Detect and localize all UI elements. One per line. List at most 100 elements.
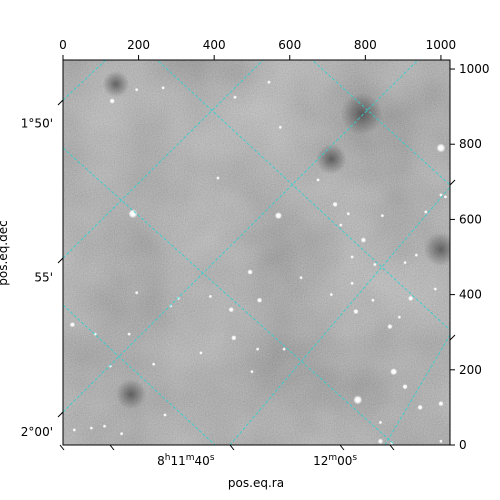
ra-axis: 8h11m40s 12m00s xyxy=(59,444,395,468)
x-axis-title: pos.eq.ra xyxy=(228,476,284,490)
star xyxy=(134,290,139,295)
dec-tick xyxy=(57,411,64,418)
star xyxy=(371,298,375,303)
dark-patch xyxy=(115,379,147,410)
star xyxy=(233,95,237,100)
star xyxy=(119,431,124,436)
star xyxy=(247,269,253,275)
star xyxy=(282,347,286,351)
ra-tick-label: 8h11m40s xyxy=(157,453,215,468)
star xyxy=(402,384,408,390)
plot-frame xyxy=(62,59,451,446)
top-tick-label: 200 xyxy=(127,38,150,52)
stars xyxy=(69,80,448,445)
right-tick-label: 1000 xyxy=(459,62,490,76)
grid-line xyxy=(63,60,264,259)
star xyxy=(208,294,213,299)
grid-line xyxy=(63,147,396,445)
sky-image xyxy=(63,60,450,445)
star xyxy=(439,439,443,444)
star xyxy=(228,306,234,313)
star xyxy=(231,335,237,341)
star xyxy=(397,315,402,319)
star xyxy=(72,428,77,432)
star xyxy=(353,308,359,315)
grid-line xyxy=(63,60,419,413)
grid-line xyxy=(63,304,216,445)
star xyxy=(353,395,363,405)
right-pixel-axis: 0 200 400 600 800 1000 xyxy=(449,62,490,452)
star xyxy=(338,223,343,227)
dec-tick xyxy=(57,257,64,264)
top-tick-label: 400 xyxy=(203,38,226,52)
star xyxy=(414,253,419,257)
right-world-tick xyxy=(449,179,456,186)
star xyxy=(390,368,398,376)
star xyxy=(108,364,113,368)
star xyxy=(346,211,351,216)
star xyxy=(128,209,138,219)
star xyxy=(256,297,263,303)
star xyxy=(403,260,407,265)
star xyxy=(387,323,393,330)
grid-line xyxy=(156,60,450,331)
ra-tick xyxy=(339,444,345,451)
star xyxy=(380,213,385,218)
star xyxy=(433,287,438,291)
ra-tick xyxy=(229,444,235,451)
star xyxy=(332,201,338,208)
star xyxy=(350,255,354,259)
star xyxy=(360,237,367,243)
star xyxy=(255,347,260,351)
top-tick-label: 600 xyxy=(278,38,301,52)
right-tick-label: 0 xyxy=(459,438,467,452)
star xyxy=(378,420,383,425)
star xyxy=(274,212,283,220)
right-tick-label: 400 xyxy=(459,288,482,302)
grid-line xyxy=(63,60,107,101)
star xyxy=(436,143,446,153)
star xyxy=(372,262,377,267)
star xyxy=(316,178,320,182)
star xyxy=(89,426,94,430)
dark-patches xyxy=(102,70,450,410)
star xyxy=(438,400,444,407)
star xyxy=(299,275,303,280)
grid-line xyxy=(229,186,450,445)
star xyxy=(151,362,156,366)
star xyxy=(267,80,271,84)
star xyxy=(163,413,167,417)
star xyxy=(216,176,220,180)
star xyxy=(407,295,414,302)
star xyxy=(69,321,76,328)
star xyxy=(377,438,384,444)
dark-patch xyxy=(316,144,347,175)
dec-tick xyxy=(57,99,64,106)
dec-tick-label: 55' xyxy=(34,271,53,285)
star xyxy=(443,195,448,199)
star xyxy=(417,404,423,411)
ra-tick xyxy=(109,444,115,451)
right-world-tick xyxy=(449,334,456,341)
dark-patch xyxy=(102,70,130,98)
star xyxy=(389,441,394,445)
top-tick-label: 1000 xyxy=(426,38,457,52)
star xyxy=(102,424,107,429)
top-tick-label: 800 xyxy=(354,38,377,52)
star xyxy=(109,98,115,104)
ra-tick xyxy=(389,444,395,451)
ra-tick-label: 12m00s xyxy=(313,453,357,468)
ra-tick xyxy=(59,444,65,451)
top-pixel-axis: 0 200 400 600 800 1000 xyxy=(59,38,456,60)
dec-axis: 1°50' 55' 2°00' xyxy=(21,99,64,439)
star xyxy=(278,125,283,130)
right-tick-label: 600 xyxy=(459,212,482,226)
star xyxy=(161,86,165,90)
dark-patch xyxy=(423,232,450,267)
star xyxy=(424,210,428,214)
top-tick-label: 0 xyxy=(59,38,67,52)
star xyxy=(329,292,334,297)
coordinate-grid xyxy=(63,60,450,445)
y-axis-title: pos.eq.dec xyxy=(0,220,10,285)
